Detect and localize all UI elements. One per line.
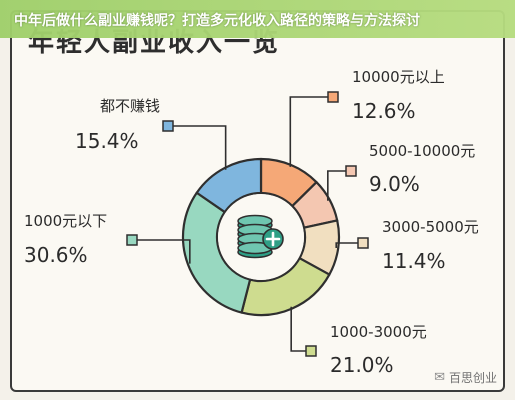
slice-label-1: 5000-10000元 [369,142,475,160]
slice-label-2: 3000-5000元 [382,218,479,236]
leader-line-0 [289,96,333,167]
slice-value-4: 30.6% [24,243,88,267]
slice-label-5: 都不赚钱 [100,97,160,115]
watermark-text: 百思创业 [448,371,497,385]
donut-slice-5 [195,157,263,214]
slice-value-3: 21.0% [330,353,394,377]
leader-line-5 [168,125,227,170]
slice-value-1: 9.0% [369,172,420,196]
leader-line-3 [290,306,311,352]
plus-icon [265,231,281,247]
watermark: ✉ 百思创业 [434,369,497,386]
legend-marker-5 [162,120,174,132]
legend-marker-2 [357,237,369,249]
slice-value-2: 11.4% [382,249,446,273]
slice-value-0: 12.6% [352,99,416,123]
legend-marker-0 [327,91,339,103]
leader-line-1 [327,170,351,201]
leader-line-4 [132,239,191,264]
legend-marker-4 [126,234,138,246]
leader-line-2 [335,242,363,248]
legend-marker-3 [305,345,317,357]
slice-value-5: 15.4% [75,129,139,153]
slice-label-0: 10000元以上 [352,68,445,86]
slice-label-4: 1000元以下 [24,212,107,230]
header-banner [0,0,515,38]
donut-slice-4 [181,191,252,314]
slice-label-3: 1000-3000元 [330,323,427,341]
legend-marker-1 [345,165,357,177]
wechat-icon: ✉ [434,370,445,385]
page-title: 中年后做什么副业赚钱呢？打造多元化收入路径的策略与方法探讨 [14,13,420,29]
